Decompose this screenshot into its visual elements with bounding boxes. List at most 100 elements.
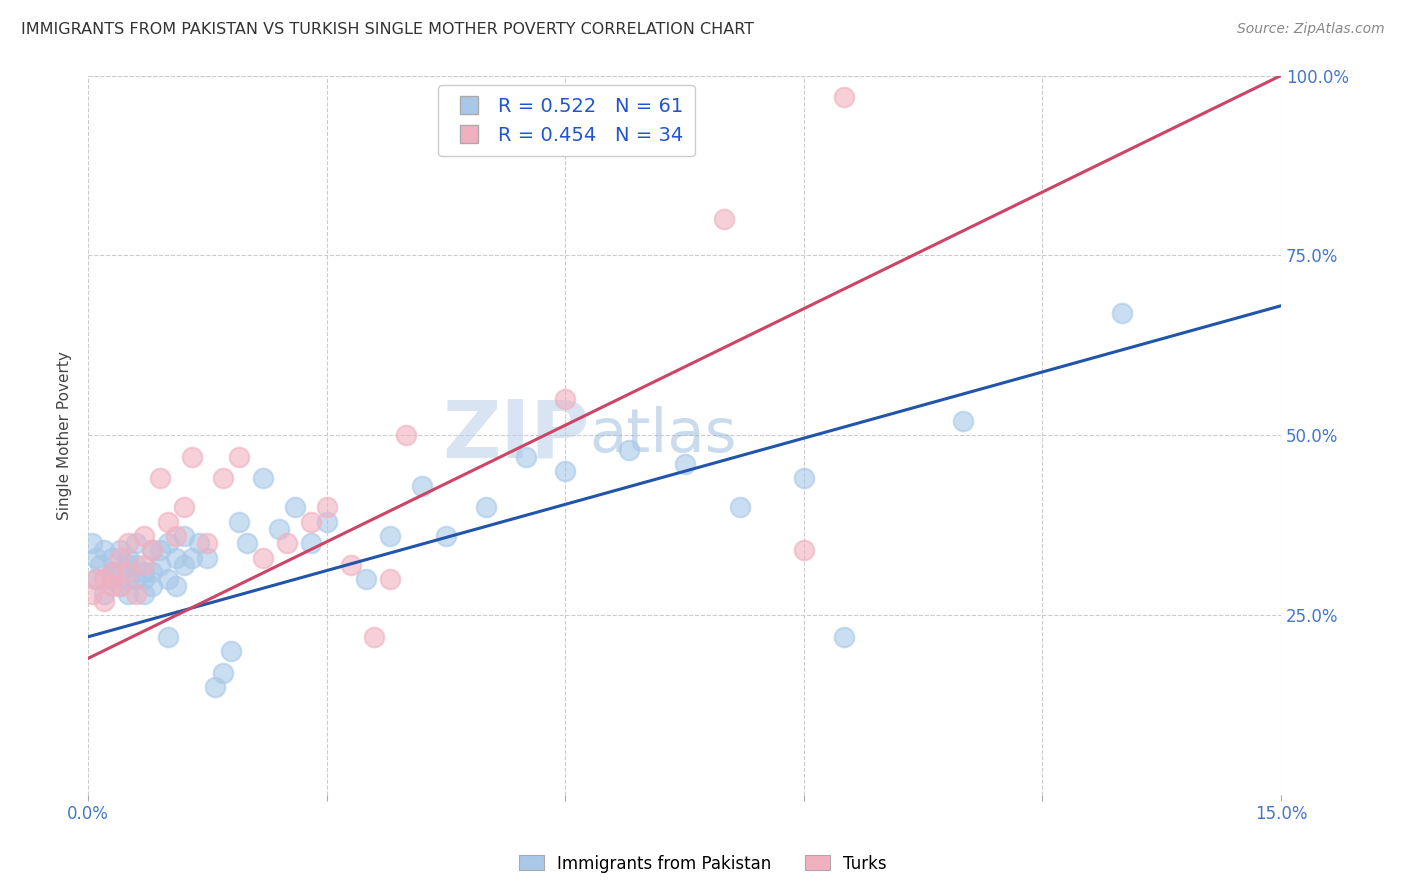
Point xyxy=(156,572,179,586)
Point xyxy=(299,515,322,529)
Point xyxy=(117,550,139,565)
Text: ZIP: ZIP xyxy=(441,396,589,475)
Point xyxy=(395,428,418,442)
Point xyxy=(84,550,107,565)
Point xyxy=(228,450,250,464)
Point xyxy=(411,478,433,492)
Point xyxy=(82,536,104,550)
Point xyxy=(617,442,640,457)
Point xyxy=(141,579,163,593)
Point xyxy=(125,536,148,550)
Point xyxy=(236,536,259,550)
Point xyxy=(173,558,195,572)
Point xyxy=(156,536,179,550)
Point xyxy=(117,586,139,600)
Point xyxy=(89,558,111,572)
Point xyxy=(339,558,361,572)
Point xyxy=(188,536,211,550)
Point xyxy=(252,550,274,565)
Point xyxy=(156,630,179,644)
Point xyxy=(101,565,124,579)
Point xyxy=(554,464,576,478)
Point xyxy=(180,450,202,464)
Point xyxy=(132,529,155,543)
Point xyxy=(132,565,155,579)
Point xyxy=(125,572,148,586)
Point xyxy=(108,565,131,579)
Point xyxy=(117,572,139,586)
Point xyxy=(93,572,115,586)
Point xyxy=(793,543,815,558)
Point xyxy=(315,500,337,515)
Legend: Immigrants from Pakistan, Turks: Immigrants from Pakistan, Turks xyxy=(512,848,894,880)
Y-axis label: Single Mother Poverty: Single Mother Poverty xyxy=(58,351,72,520)
Point xyxy=(793,471,815,485)
Point xyxy=(93,594,115,608)
Point xyxy=(363,630,385,644)
Point xyxy=(832,90,855,104)
Point xyxy=(141,543,163,558)
Point xyxy=(554,392,576,407)
Point xyxy=(93,543,115,558)
Point xyxy=(84,572,107,586)
Point xyxy=(212,471,235,485)
Point xyxy=(84,572,107,586)
Point xyxy=(173,500,195,515)
Point xyxy=(132,586,155,600)
Point xyxy=(108,579,131,593)
Point xyxy=(149,558,172,572)
Point xyxy=(252,471,274,485)
Point xyxy=(132,558,155,572)
Point xyxy=(125,558,148,572)
Point xyxy=(156,515,179,529)
Point xyxy=(108,579,131,593)
Point xyxy=(380,572,402,586)
Point xyxy=(101,579,124,593)
Point xyxy=(276,536,298,550)
Point xyxy=(165,529,187,543)
Point xyxy=(221,644,243,658)
Point xyxy=(149,543,172,558)
Point xyxy=(117,536,139,550)
Point xyxy=(93,586,115,600)
Point xyxy=(204,680,226,694)
Point xyxy=(141,565,163,579)
Point xyxy=(713,212,735,227)
Point xyxy=(515,450,537,464)
Point xyxy=(101,565,124,579)
Text: Source: ZipAtlas.com: Source: ZipAtlas.com xyxy=(1237,22,1385,37)
Point xyxy=(108,543,131,558)
Point xyxy=(173,529,195,543)
Text: atlas: atlas xyxy=(589,406,737,465)
Point xyxy=(434,529,457,543)
Point xyxy=(165,550,187,565)
Point xyxy=(228,515,250,529)
Point xyxy=(356,572,378,586)
Point xyxy=(117,558,139,572)
Point xyxy=(673,457,696,471)
Point xyxy=(125,586,148,600)
Point xyxy=(728,500,751,515)
Point xyxy=(474,500,496,515)
Point xyxy=(141,543,163,558)
Point xyxy=(1111,306,1133,320)
Point xyxy=(315,515,337,529)
Point xyxy=(180,550,202,565)
Point xyxy=(197,536,219,550)
Point xyxy=(117,565,139,579)
Point xyxy=(284,500,307,515)
Point xyxy=(149,471,172,485)
Point xyxy=(212,665,235,680)
Point xyxy=(952,414,974,428)
Point xyxy=(197,550,219,565)
Point xyxy=(299,536,322,550)
Point xyxy=(165,579,187,593)
Point xyxy=(267,522,290,536)
Point xyxy=(101,572,124,586)
Point xyxy=(108,550,131,565)
Text: IMMIGRANTS FROM PAKISTAN VS TURKISH SINGLE MOTHER POVERTY CORRELATION CHART: IMMIGRANTS FROM PAKISTAN VS TURKISH SING… xyxy=(21,22,754,37)
Point xyxy=(82,586,104,600)
Point xyxy=(132,572,155,586)
Legend: R = 0.522   N = 61, R = 0.454   N = 34: R = 0.522 N = 61, R = 0.454 N = 34 xyxy=(437,86,695,156)
Point xyxy=(380,529,402,543)
